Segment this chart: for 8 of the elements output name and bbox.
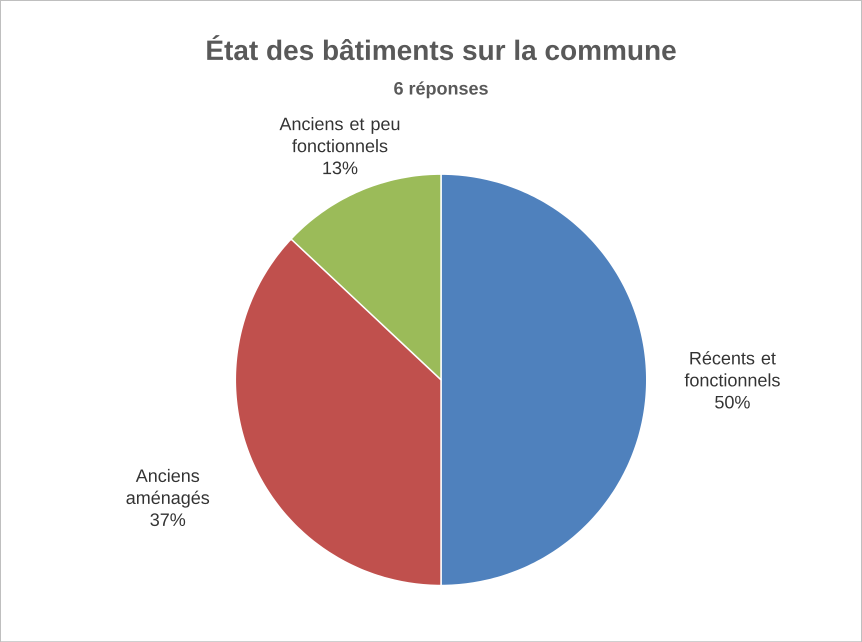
slice-label: Anciens aménagés [126, 468, 210, 508]
data-label: 13% [323, 161, 358, 174]
slice-label: Anciens et peu fonctionnels [279, 116, 400, 152]
data-label: 50% [715, 396, 750, 408]
data-label: 37% [150, 513, 186, 526]
chart-subtitle: 6 réponses [394, 81, 488, 98]
chart-title: État des bâtiments sur la commune [207, 35, 676, 60]
slice-label: Récents et fonctionnels [684, 351, 780, 386]
